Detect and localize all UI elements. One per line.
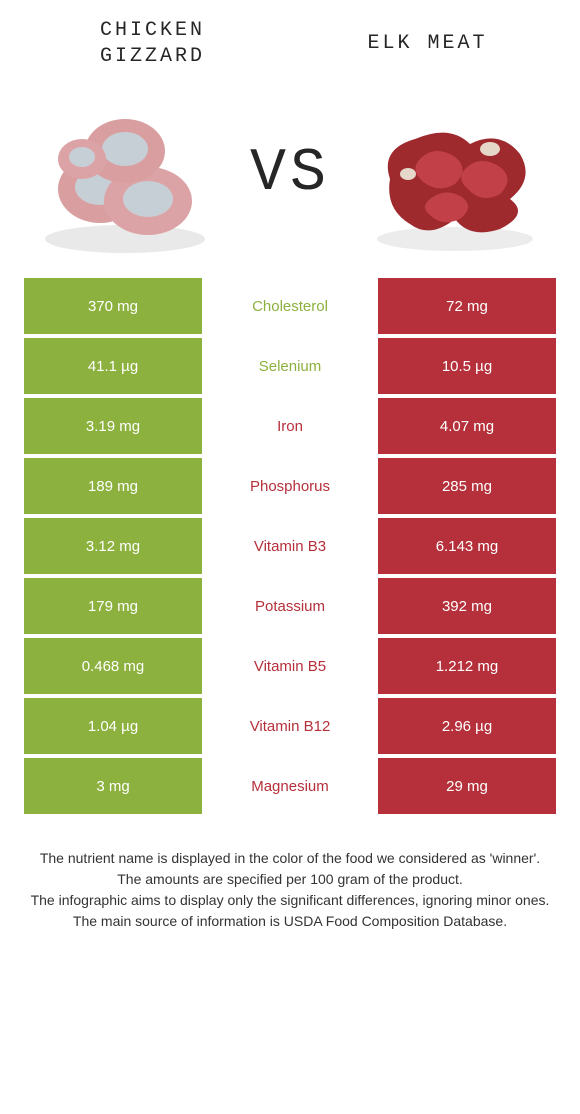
value-left: 3.12 mg xyxy=(24,518,202,574)
nutrient-label: Vitamin B5 xyxy=(202,638,378,694)
footer-line: The nutrient name is displayed in the co… xyxy=(20,848,560,869)
value-right: 392 mg xyxy=(378,578,556,634)
food-image-right xyxy=(360,89,550,259)
footer-line: The infographic aims to display only the… xyxy=(20,890,560,911)
table-row: 179 mgPotassium392 mg xyxy=(24,578,556,634)
value-right: 4.07 mg xyxy=(378,398,556,454)
table-row: 0.468 mgVitamin B51.212 mg xyxy=(24,638,556,694)
value-right: 285 mg xyxy=(378,458,556,514)
infographic: CHICKEN GIZZARD ELK MEAT VS xyxy=(0,0,580,952)
nutrient-label: Potassium xyxy=(202,578,378,634)
title-left: CHICKEN GIZZARD xyxy=(40,18,265,70)
nutrient-label: Cholesterol xyxy=(202,278,378,334)
value-left: 41.1 µg xyxy=(24,338,202,394)
value-left: 1.04 µg xyxy=(24,698,202,754)
value-right: 29 mg xyxy=(378,758,556,814)
value-left: 370 mg xyxy=(24,278,202,334)
value-left: 3.19 mg xyxy=(24,398,202,454)
table-row: 189 mgPhosphorus285 mg xyxy=(24,458,556,514)
table-row: 1.04 µgVitamin B122.96 µg xyxy=(24,698,556,754)
title-right: ELK MEAT xyxy=(315,18,540,70)
value-right: 72 mg xyxy=(378,278,556,334)
table-row: 3 mgMagnesium29 mg xyxy=(24,758,556,814)
nutrient-label: Magnesium xyxy=(202,758,378,814)
food-image-left xyxy=(30,89,220,259)
nutrient-label: Vitamin B12 xyxy=(202,698,378,754)
footer-line: The amounts are specified per 100 gram o… xyxy=(20,869,560,890)
table-row: 41.1 µgSelenium10.5 µg xyxy=(24,338,556,394)
footer-line: The main source of information is USDA F… xyxy=(20,911,560,932)
value-right: 1.212 mg xyxy=(378,638,556,694)
comparison-table: 370 mgCholesterol72 mg41.1 µgSelenium10.… xyxy=(0,278,580,814)
nutrient-label: Selenium xyxy=(202,338,378,394)
value-right: 2.96 µg xyxy=(378,698,556,754)
table-row: 370 mgCholesterol72 mg xyxy=(24,278,556,334)
vs-label: VS xyxy=(250,140,330,208)
value-left: 189 mg xyxy=(24,458,202,514)
hero-row: VS xyxy=(0,78,580,278)
table-row: 3.19 mgIron4.07 mg xyxy=(24,398,556,454)
table-row: 3.12 mgVitamin B36.143 mg xyxy=(24,518,556,574)
value-left: 0.468 mg xyxy=(24,638,202,694)
footer-notes: The nutrient name is displayed in the co… xyxy=(0,818,580,952)
value-right: 10.5 µg xyxy=(378,338,556,394)
nutrient-label: Phosphorus xyxy=(202,458,378,514)
value-left: 179 mg xyxy=(24,578,202,634)
nutrient-label: Iron xyxy=(202,398,378,454)
value-left: 3 mg xyxy=(24,758,202,814)
nutrient-label: Vitamin B3 xyxy=(202,518,378,574)
titles-row: CHICKEN GIZZARD ELK MEAT xyxy=(0,0,580,78)
value-right: 6.143 mg xyxy=(378,518,556,574)
